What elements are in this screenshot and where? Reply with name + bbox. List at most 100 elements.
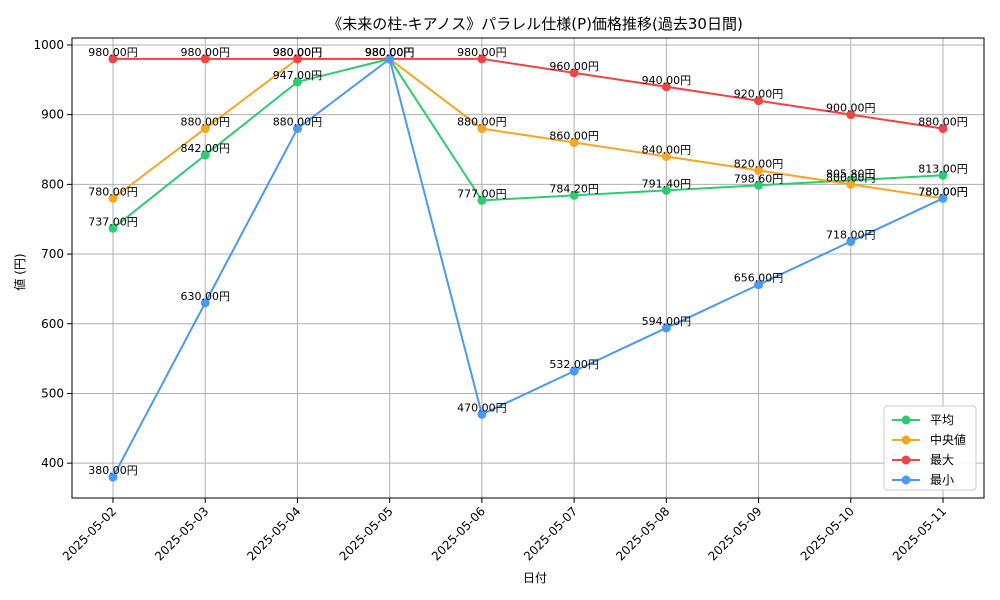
data-label: 470.00円 <box>457 401 507 414</box>
y-tick-label: 800 <box>41 177 64 191</box>
data-point <box>292 124 302 134</box>
data-label: 860.00円 <box>549 130 599 143</box>
data-label: 813.00円 <box>918 162 968 175</box>
y-tick-label: 500 <box>41 386 64 400</box>
data-point <box>661 185 671 195</box>
data-label: 980.00円 <box>457 46 507 59</box>
data-label: 940.00円 <box>642 74 692 87</box>
data-label: 920.00円 <box>734 88 784 101</box>
x-tick-label: 2025-05-08 <box>613 504 672 563</box>
y-tick-label: 600 <box>41 317 64 331</box>
data-point <box>200 150 210 160</box>
y-tick-label: 400 <box>41 456 64 470</box>
x-tick-label: 2025-05-11 <box>890 504 949 563</box>
x-tick-label: 2025-05-09 <box>705 504 764 563</box>
data-point <box>754 280 764 290</box>
data-point <box>108 472 118 482</box>
legend-label: 最大 <box>930 453 954 467</box>
series-line <box>112 57 944 200</box>
legend-marker <box>901 455 911 465</box>
data-label: 980.00円 <box>273 46 323 59</box>
data-point <box>661 323 671 333</box>
data-label: 880.00円 <box>457 116 507 129</box>
data-label: 980.00円 <box>273 46 323 59</box>
series-line <box>113 57 944 130</box>
data-label: 947.00円 <box>273 69 323 82</box>
data-point <box>938 170 948 180</box>
data-label: 980.00円 <box>180 46 230 59</box>
legend-box <box>883 405 977 491</box>
x-axis-label: 日付 <box>523 571 547 585</box>
x-tick-label: 2025-05-06 <box>429 504 488 563</box>
data-label: 784.20円 <box>549 182 599 195</box>
y-tick-label: 1000 <box>33 38 64 52</box>
legend-label: 最小 <box>930 473 954 487</box>
data-point <box>108 223 118 233</box>
y-axis-label: 値 (円) <box>12 253 27 290</box>
data-point <box>477 54 487 64</box>
data-labels: 737.00円 842.00円 947.00円 980.00円 777.00円 784.2… <box>88 46 968 477</box>
x-tick-label: 2025-05-02 <box>60 504 119 563</box>
data-point <box>292 54 302 64</box>
y-tick-label: 900 <box>41 108 64 122</box>
data-label: 980.00円 <box>365 46 415 59</box>
data-label: 980.00円 <box>365 46 415 59</box>
data-point <box>846 110 856 120</box>
data-label: 791.40円 <box>642 177 692 190</box>
data-point <box>661 151 671 161</box>
data-point <box>754 96 764 106</box>
legend-marker <box>901 415 911 425</box>
data-point <box>385 54 395 64</box>
data-label: 960.00円 <box>549 60 599 73</box>
data-label: 880.00円 <box>273 116 323 129</box>
data-point <box>661 82 671 92</box>
data-label: 842.00円 <box>180 142 230 155</box>
data-label: 980.00円 <box>88 46 138 59</box>
legend-label: 平均 <box>930 413 954 427</box>
data-label: 880.00円 <box>918 116 968 129</box>
data-label: 780.00円 <box>88 185 138 198</box>
grid <box>72 38 984 498</box>
data-point <box>477 195 487 205</box>
data-point <box>846 237 856 247</box>
data-label: 820.00円 <box>734 157 784 170</box>
series-line <box>112 57 944 230</box>
x-tick-label: 2025-05-10 <box>798 504 857 563</box>
data-point <box>569 366 579 376</box>
legend-marker <box>901 435 911 445</box>
series-lines <box>108 54 948 482</box>
chart-title: 《未来の柱-キアノス》パラレル仕様(P)価格推移(過去30日間) <box>327 15 743 33</box>
legend-label: 中央値 <box>930 432 966 447</box>
plot-frame <box>71 37 985 499</box>
data-point <box>477 409 487 419</box>
data-point <box>292 77 302 87</box>
data-point <box>200 124 210 134</box>
legend-marker <box>901 475 911 485</box>
data-label: 980.00円 <box>365 46 415 59</box>
data-point <box>846 179 856 189</box>
data-label: 532.00円 <box>549 358 599 371</box>
data-point <box>108 193 118 203</box>
data-point <box>200 298 210 308</box>
data-label: 798.60円 <box>734 172 784 185</box>
data-point <box>569 138 579 148</box>
x-tick-label: 2025-05-03 <box>152 504 211 563</box>
data-point <box>754 165 764 175</box>
data-label: 805.80円 <box>826 167 876 180</box>
data-point <box>938 124 948 134</box>
data-point <box>569 190 579 200</box>
x-tick-label: 2025-05-05 <box>337 504 396 563</box>
series-line <box>112 57 944 478</box>
data-label: 777.00円 <box>457 187 507 200</box>
data-label: 900.00円 <box>826 102 876 115</box>
data-label: 880.00円 <box>180 116 230 129</box>
data-point <box>754 180 764 190</box>
data-point <box>477 124 487 134</box>
data-label: 737.00円 <box>88 215 138 228</box>
data-label: 594.00円 <box>642 315 692 328</box>
data-label: 840.00円 <box>642 143 692 156</box>
data-label: 718.00円 <box>826 229 876 242</box>
